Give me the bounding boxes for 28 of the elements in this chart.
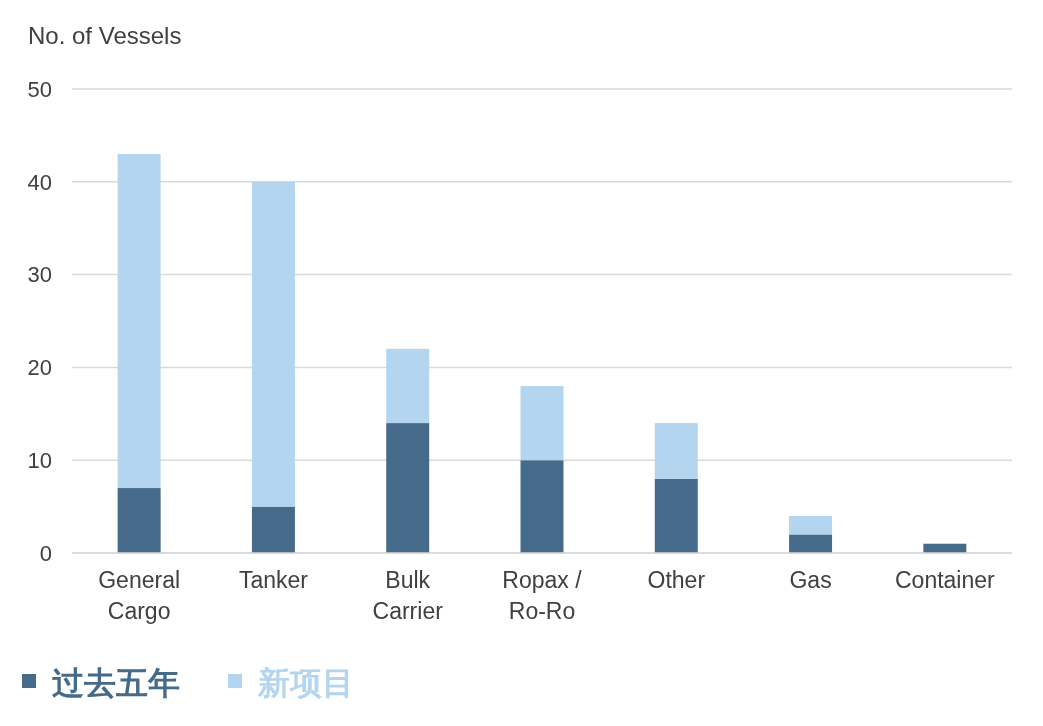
legend-label: 新项目: [257, 665, 354, 701]
bar: [654, 478, 698, 553]
x-tick-label: Ropax / Ro-Ro: [502, 567, 583, 624]
x-tick-label: General Cargo: [98, 567, 181, 624]
x-tick-label: Gas: [789, 567, 832, 593]
x-tick-label: Bulk Carrier: [372, 567, 444, 624]
legend-label: 过去五年: [52, 665, 180, 701]
bar: [251, 181, 295, 507]
y-tick-label: 0: [39, 540, 52, 566]
y-tick-label: 30: [27, 262, 52, 288]
x-tick-label: Other: [647, 567, 706, 593]
bar: [117, 153, 161, 489]
bar: [117, 488, 161, 553]
bar: [654, 423, 698, 479]
bar: [520, 385, 564, 461]
y-tick-label: 40: [27, 169, 52, 195]
y-tick-label: 10: [27, 447, 52, 473]
x-tick-label: Tanker: [238, 567, 309, 593]
x-tick-label: Container: [894, 567, 996, 593]
y-axis-title: No. of Vessels: [28, 22, 182, 49]
bar: [386, 423, 430, 553]
y-tick-label: 20: [27, 355, 52, 381]
bar: [520, 460, 564, 553]
bar: [386, 348, 430, 424]
bar: [789, 534, 833, 553]
bar: [789, 515, 833, 535]
bar: [251, 506, 295, 553]
y-tick-label: 50: [27, 76, 52, 102]
